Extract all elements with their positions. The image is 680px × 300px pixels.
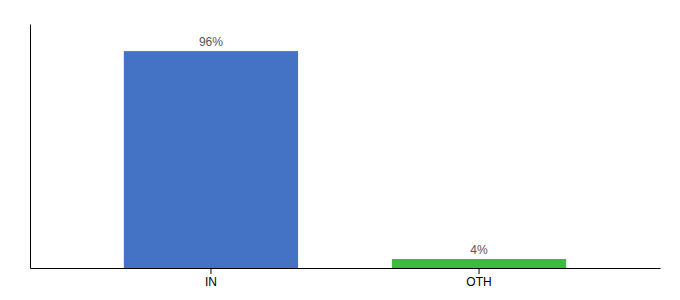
bar <box>392 259 566 268</box>
x-axis-line <box>31 268 661 269</box>
bars <box>124 51 566 268</box>
y-axis-line <box>30 25 31 269</box>
y-axis <box>30 25 31 269</box>
x-tick: OTH <box>466 268 491 289</box>
chart: IN OTH 96% 4% <box>0 0 680 300</box>
x-tick-label: IN <box>205 275 217 289</box>
plot: IN OTH 96% 4% <box>31 25 661 289</box>
bar <box>124 51 298 268</box>
x-axis: IN OTH <box>31 268 661 289</box>
x-tick-mark <box>210 268 211 274</box>
data-label: 96% <box>199 35 223 49</box>
x-tick-label: OTH <box>466 275 491 289</box>
x-tick-mark <box>479 268 480 274</box>
data-labels: 96% 4% <box>199 35 488 257</box>
data-label: 4% <box>470 243 488 257</box>
x-tick: IN <box>205 268 217 289</box>
